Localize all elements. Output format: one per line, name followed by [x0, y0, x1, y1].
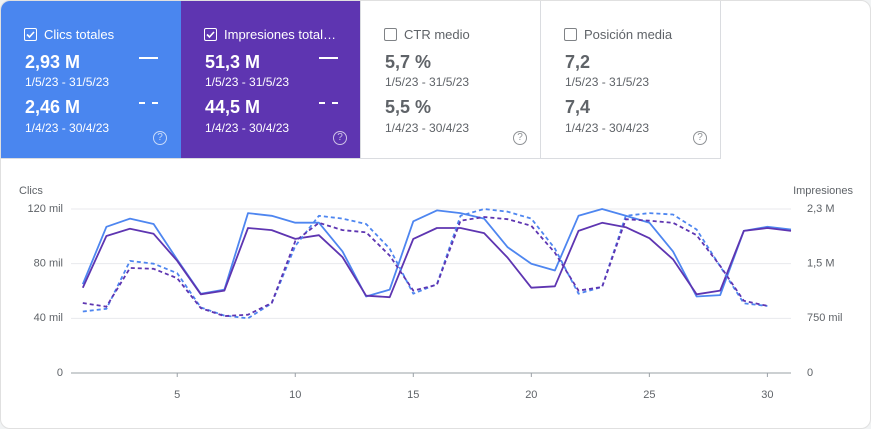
dashed-line-icon — [319, 102, 338, 104]
metric-card[interactable]: Posición media 7,2 1/5/23 - 31/5/23 7,4 1/4/… — [541, 1, 721, 159]
checkbox-checked[interactable] — [204, 28, 217, 41]
card-label-text: Impresiones total… — [224, 27, 336, 42]
card-label: Posición media — [564, 27, 673, 42]
previous-range: 1/4/23 - 30/4/23 — [205, 121, 290, 135]
current-range: 1/5/23 - 31/5/23 — [25, 75, 110, 89]
y2-tick-label: 0 — [807, 367, 813, 379]
y2-tick-label: 2,3 M — [807, 203, 835, 215]
previous-range: 1/4/23 - 30/4/23 — [385, 121, 470, 135]
metric-card[interactable]: CTR medio 5,7 % 1/5/23 - 31/5/23 5,5 % 1/4/2… — [361, 1, 541, 159]
card-label-text: CTR medio — [404, 27, 470, 42]
x-tick-label: 20 — [525, 389, 537, 401]
x-tick-label: 5 — [174, 389, 180, 401]
checkbox[interactable] — [564, 28, 577, 41]
previous-line — [82, 216, 768, 317]
help-icon[interactable]: ? — [153, 131, 167, 145]
y-tick-label: 80 mil — [34, 258, 63, 270]
previous-value: 7,4 — [565, 97, 591, 117]
y-axis-title: Clics — [19, 185, 43, 197]
card-label: Clics totales — [24, 27, 115, 42]
current-range: 1/5/23 - 31/5/23 — [565, 75, 650, 89]
current-value: 5,7 % — [385, 52, 432, 72]
x-tick-label: 30 — [761, 389, 773, 401]
current-value: 7,2 — [565, 52, 591, 72]
card-label-text: Clics totales — [44, 27, 115, 42]
checkbox[interactable] — [384, 28, 397, 41]
card-label: CTR medio — [384, 27, 470, 42]
help-icon[interactable]: ? — [693, 131, 707, 145]
help-icon[interactable]: ? — [513, 131, 527, 145]
previous-range: 1/4/23 - 30/4/23 — [565, 121, 650, 135]
current-value: 51,3 M — [205, 52, 261, 72]
y-tick-label: 120 mil — [28, 203, 63, 215]
metric-card[interactable]: Impresiones total… 51,3 M 1/5/23 - 31/5/23… — [181, 1, 361, 159]
previous-value: 2,46 M — [25, 97, 81, 117]
current-line — [81, 221, 792, 299]
x-tick-label: 25 — [643, 389, 655, 401]
previous-value: 5,5 % — [385, 97, 432, 117]
x-tick-label: 10 — [289, 389, 301, 401]
y-tick-label: 0 — [57, 367, 63, 379]
previous-value: 44,5 M — [205, 97, 261, 117]
previous-line — [82, 208, 768, 320]
checkbox-checked[interactable] — [24, 28, 37, 41]
y2-axis-title: Impresiones — [793, 185, 853, 197]
current-value: 2,93 M — [25, 52, 81, 72]
card-label: Impresiones total… — [204, 27, 336, 42]
y-tick-label: 40 mil — [34, 312, 63, 324]
x-tick-label: 15 — [407, 389, 419, 401]
solid-line-icon — [319, 57, 338, 59]
current-range: 1/5/23 - 31/5/23 — [205, 75, 290, 89]
metric-card[interactable]: Clics totales 2,93 M 1/5/23 - 31/5/23 2,46 … — [1, 1, 182, 159]
previous-range: 1/4/23 - 30/4/23 — [25, 121, 110, 135]
card-label-text: Posición media — [584, 27, 673, 42]
help-icon[interactable]: ? — [333, 131, 347, 145]
current-range: 1/5/23 - 31/5/23 — [385, 75, 470, 89]
y2-tick-label: 750 mil — [807, 312, 842, 324]
y2-tick-label: 1,5 M — [807, 258, 835, 270]
solid-line-icon — [139, 57, 158, 59]
dashed-line-icon — [139, 102, 158, 104]
